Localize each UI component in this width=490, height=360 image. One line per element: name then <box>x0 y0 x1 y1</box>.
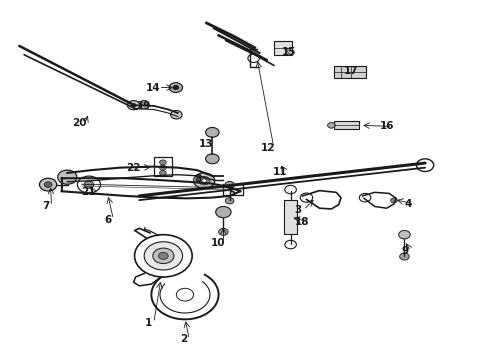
Text: 17: 17 <box>343 66 358 76</box>
Circle shape <box>219 228 228 235</box>
Circle shape <box>391 198 397 203</box>
Text: 4: 4 <box>405 199 412 209</box>
Circle shape <box>206 154 219 164</box>
Circle shape <box>399 230 410 239</box>
Circle shape <box>400 253 409 260</box>
Text: 9: 9 <box>401 246 409 256</box>
FancyBboxPatch shape <box>334 66 367 78</box>
Circle shape <box>198 176 210 185</box>
Circle shape <box>206 127 219 137</box>
Circle shape <box>40 178 57 191</box>
Circle shape <box>225 198 234 204</box>
Text: 19: 19 <box>137 101 151 111</box>
Text: 5: 5 <box>228 188 235 198</box>
Circle shape <box>202 179 207 183</box>
FancyBboxPatch shape <box>284 200 297 234</box>
FancyBboxPatch shape <box>274 41 292 55</box>
Circle shape <box>160 171 166 175</box>
Circle shape <box>127 101 140 110</box>
Circle shape <box>84 181 94 188</box>
Text: 7: 7 <box>42 202 49 211</box>
Circle shape <box>58 170 77 184</box>
FancyBboxPatch shape <box>334 121 359 129</box>
Text: 1: 1 <box>145 318 151 328</box>
Text: 2: 2 <box>180 334 187 345</box>
Circle shape <box>173 85 179 90</box>
Circle shape <box>144 242 183 270</box>
Text: 20: 20 <box>72 118 87 128</box>
Text: 13: 13 <box>198 139 213 149</box>
Circle shape <box>328 122 335 128</box>
Text: 18: 18 <box>294 217 309 227</box>
Text: 11: 11 <box>272 167 287 177</box>
Circle shape <box>44 182 52 188</box>
Circle shape <box>160 160 166 165</box>
Text: 15: 15 <box>282 47 296 57</box>
Circle shape <box>140 100 148 106</box>
Circle shape <box>171 111 182 119</box>
Circle shape <box>153 248 174 264</box>
Text: 12: 12 <box>261 143 275 153</box>
Circle shape <box>159 252 168 259</box>
Circle shape <box>169 83 183 93</box>
Text: 3: 3 <box>294 205 301 215</box>
Text: 10: 10 <box>210 238 225 248</box>
Text: 22: 22 <box>126 163 141 173</box>
Text: 14: 14 <box>146 82 160 93</box>
Text: 6: 6 <box>104 215 111 225</box>
Circle shape <box>216 207 231 218</box>
Circle shape <box>194 173 215 189</box>
Text: 8: 8 <box>195 174 202 184</box>
FancyBboxPatch shape <box>154 157 172 176</box>
Circle shape <box>160 165 166 170</box>
Text: 21: 21 <box>81 187 95 197</box>
Circle shape <box>225 181 234 189</box>
Circle shape <box>131 103 136 107</box>
Text: 16: 16 <box>379 121 394 131</box>
